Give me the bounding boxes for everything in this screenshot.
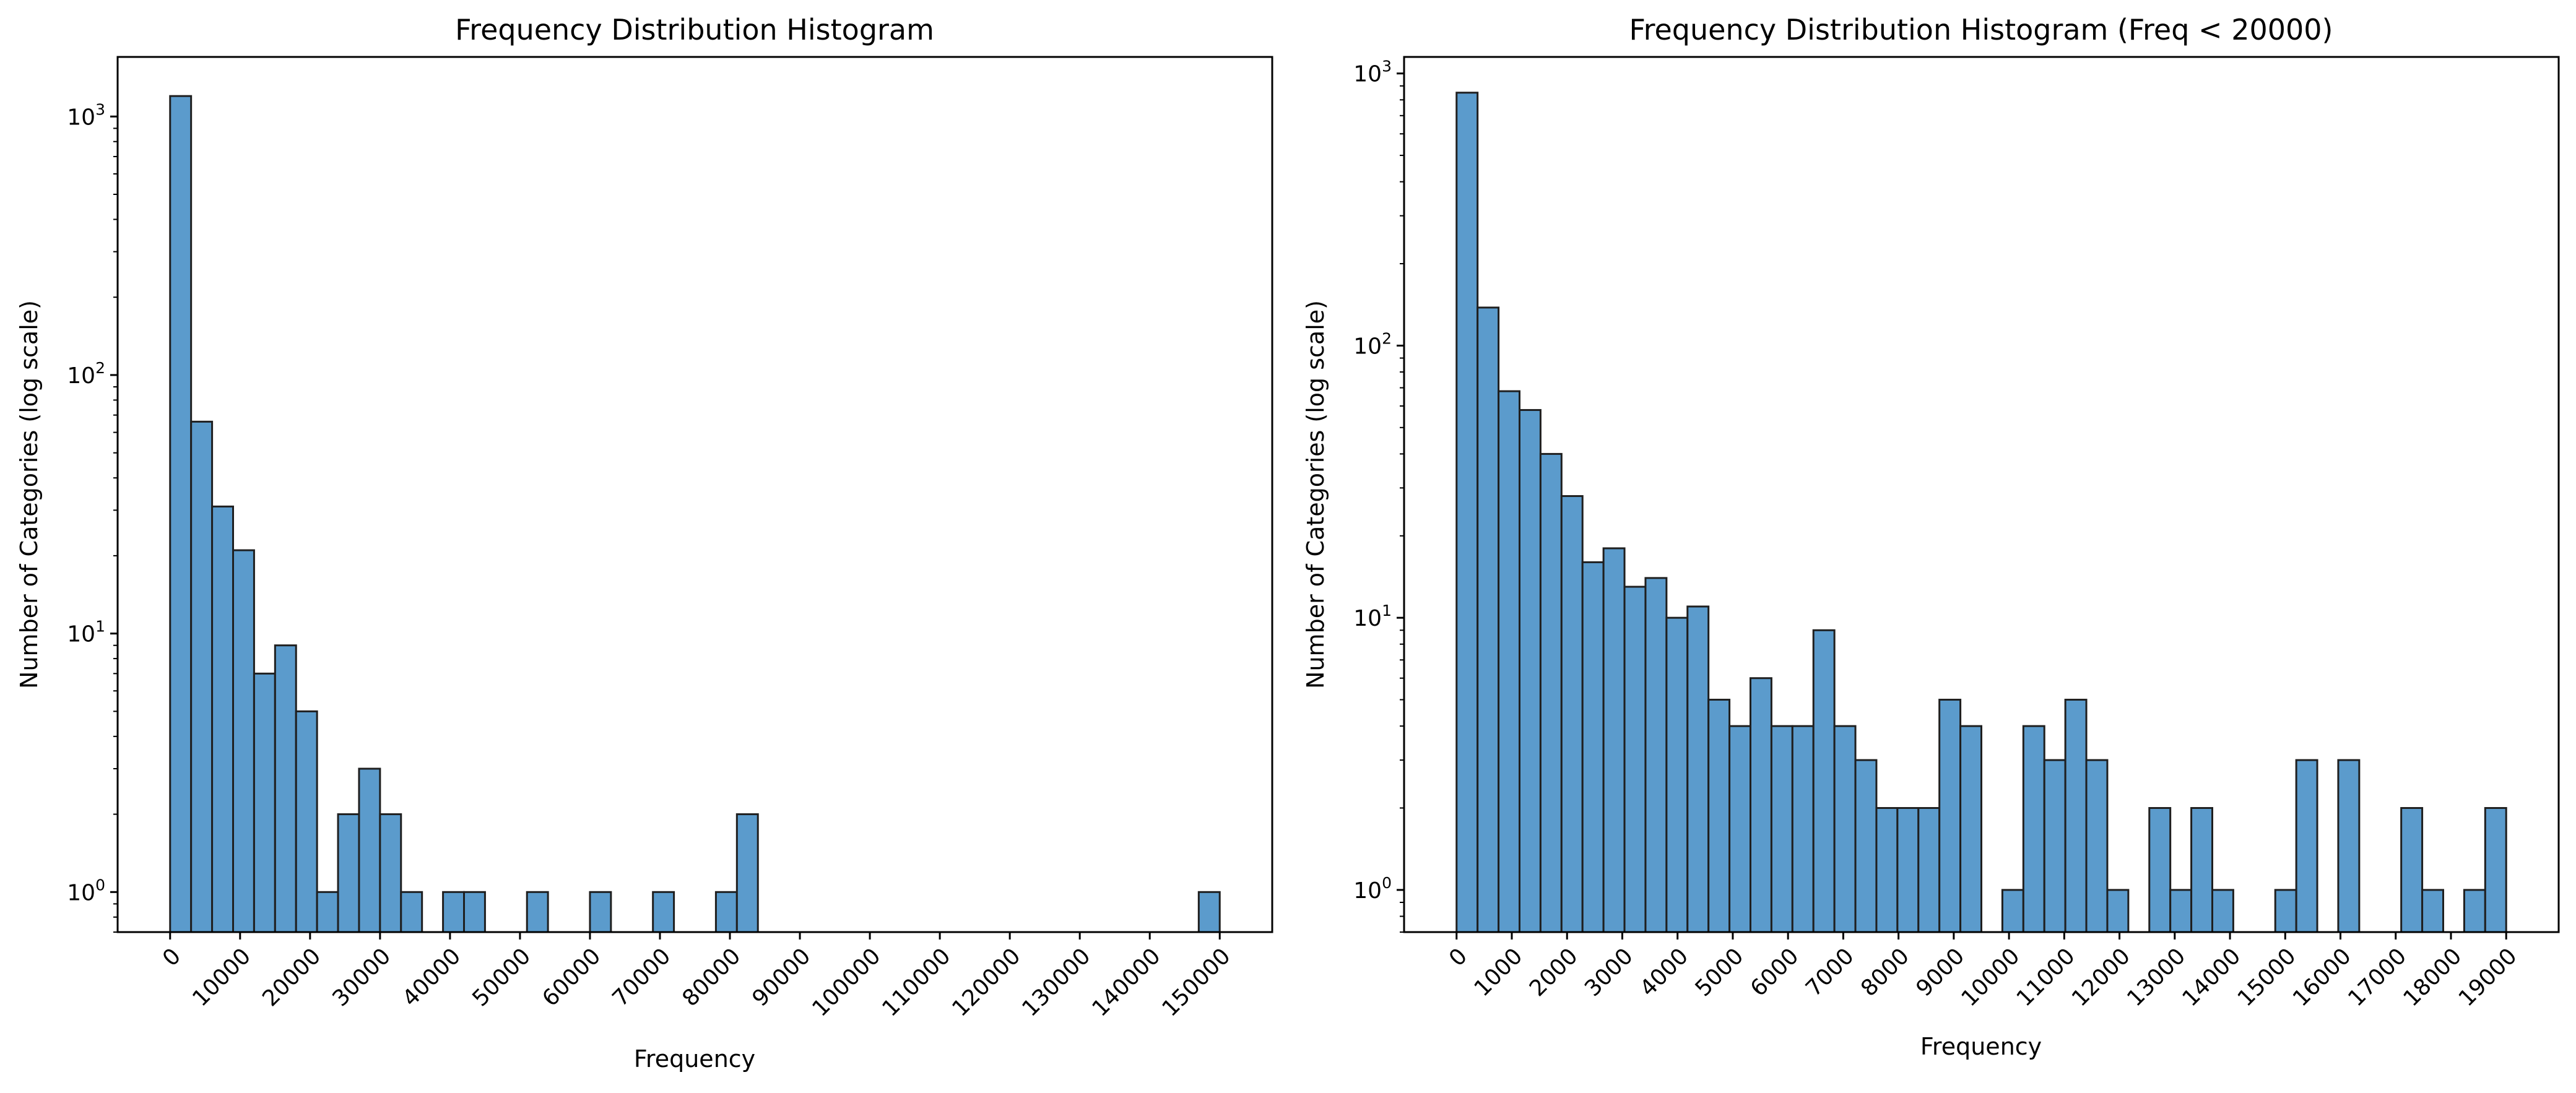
y-tick-label: 103 <box>67 100 105 130</box>
histogram-bar <box>2148 807 2172 933</box>
histogram-bar <box>2190 807 2213 933</box>
plot-frame <box>1403 56 2560 933</box>
histogram-bar <box>190 420 214 933</box>
y-axis-ticks: 100 101 102 103 <box>1353 58 1404 933</box>
chart-title: Frequency Distribution Histogram <box>455 13 934 46</box>
y-axis-label: Number of Categories (log scale) <box>15 300 43 689</box>
y-tick-label: 102 <box>67 359 105 389</box>
histogram-bar <box>2421 889 2444 933</box>
histogram-bar <box>2106 889 2130 933</box>
histogram-bar <box>1791 725 1815 933</box>
histogram-bar <box>1938 699 1962 933</box>
histogram-bar <box>1750 677 1772 933</box>
histogram-bar <box>169 95 193 933</box>
histogram-bar <box>2274 889 2297 933</box>
histogram-bar <box>1560 495 1584 933</box>
chart-title: Frequency Distribution Histogram (Freq <… <box>1629 13 2333 46</box>
histogram-bar <box>1896 807 1920 933</box>
histogram-bar <box>2211 889 2234 933</box>
histogram-bar <box>1875 807 1899 933</box>
y-tick-label: 100 <box>1353 874 1392 904</box>
histogram-bar <box>1477 306 1500 933</box>
histogram-bar <box>589 891 612 933</box>
histogram-bar <box>1917 807 1941 933</box>
histogram-bar <box>1623 585 1647 933</box>
histogram-bar <box>1728 725 1751 933</box>
histogram-bar <box>1833 725 1857 933</box>
bar-group <box>1455 92 2507 933</box>
y-tick-label: 102 <box>1353 329 1392 359</box>
histogram-bar <box>735 813 759 933</box>
histogram-bar <box>1707 699 1731 933</box>
y-tick-label: 100 <box>67 876 105 905</box>
y-tick-label: 101 <box>67 618 105 647</box>
bar-group <box>169 95 1221 933</box>
histogram-bar <box>1770 725 1793 933</box>
histogram-bar <box>442 891 465 933</box>
histogram-bar <box>1602 547 1626 933</box>
x-axis-label: Frequency <box>1920 1033 2042 1060</box>
histogram-bar <box>337 813 360 933</box>
histogram-bar <box>463 891 486 933</box>
x-axis-label: Frequency <box>634 1045 755 1073</box>
histogram-bar <box>652 891 675 933</box>
y-tick-label: 103 <box>1353 58 1392 87</box>
histogram-bar <box>1519 408 1542 933</box>
histogram-bar <box>1812 629 1836 933</box>
histogram-bar <box>714 891 738 933</box>
histogram-bar <box>2064 699 2088 933</box>
y-tick-label: 101 <box>1353 602 1392 631</box>
histogram-bar <box>2295 759 2318 933</box>
histogram-bar <box>526 891 549 933</box>
histogram-bar <box>2085 759 2109 933</box>
histogram-bar <box>253 672 276 933</box>
histogram-bar <box>1686 605 1710 933</box>
histogram-bar <box>2463 889 2486 933</box>
histogram-bar <box>379 813 402 933</box>
histogram-bar <box>2169 889 2193 933</box>
histogram-bar <box>1644 577 1668 933</box>
histogram-bar <box>295 710 318 933</box>
histogram-bar <box>1197 891 1221 933</box>
plot-frame <box>116 56 1273 933</box>
histogram-bar <box>232 549 255 933</box>
histogram-bar <box>1455 92 1479 933</box>
histogram-bar <box>2043 759 2066 933</box>
histogram-bar <box>1581 561 1605 933</box>
histogram-bar <box>2400 807 2424 933</box>
histogram-bar <box>1959 725 1982 933</box>
histogram-bar <box>1498 390 1520 933</box>
histogram-bar <box>1854 759 1878 933</box>
histogram-bar <box>1539 452 1563 933</box>
histogram-bar <box>211 505 235 933</box>
histogram-bar <box>2001 889 2024 933</box>
histogram-bar <box>2337 759 2361 933</box>
histogram-bar <box>2484 807 2507 933</box>
histogram-bar <box>400 891 423 933</box>
histogram-bar <box>1665 616 1689 933</box>
y-axis-label: Number of Categories (log scale) <box>1302 300 1329 689</box>
histogram-bar <box>2022 725 2045 933</box>
histogram-bar <box>274 644 297 933</box>
histogram-bar <box>316 891 339 933</box>
histogram-bar <box>358 767 381 933</box>
y-axis-ticks: 100 101 102 103 <box>67 100 118 933</box>
